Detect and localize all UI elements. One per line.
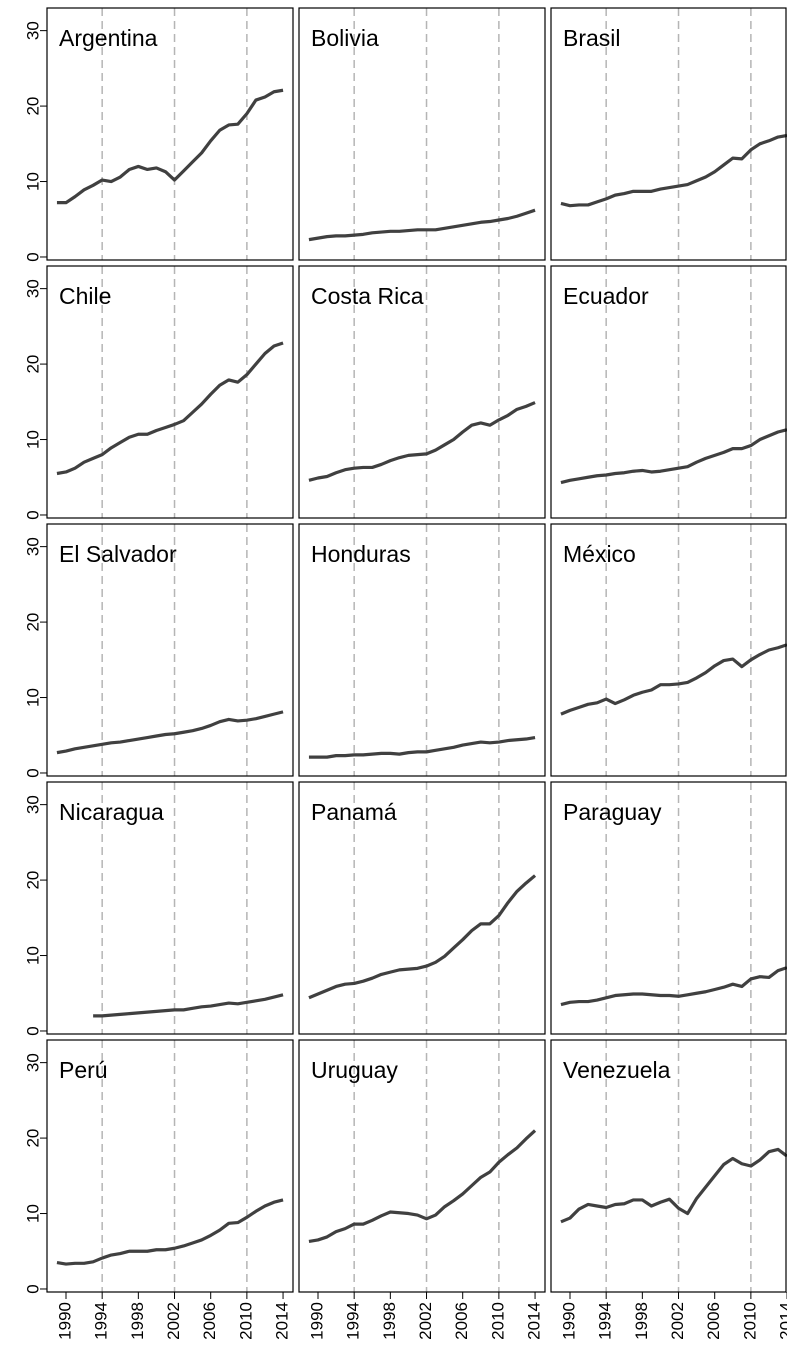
panel-title: Ecuador (563, 283, 649, 309)
x-tick-label: 2014 (273, 1302, 292, 1340)
panel-frame (298, 265, 546, 519)
data-line (560, 133, 787, 208)
y-tick-label: 20 (23, 355, 42, 374)
panel-title: Honduras (311, 541, 411, 567)
panel-frame (46, 7, 294, 261)
y-tick-label: 0 (23, 252, 42, 261)
panel-frame (46, 781, 294, 1035)
x-tick-label: 1994 (596, 1302, 615, 1340)
data-line (56, 341, 284, 476)
data-line (56, 88, 284, 205)
panel-frame (298, 781, 546, 1035)
y-tick-label: 30 (23, 279, 42, 298)
panel-frame (298, 1039, 546, 1293)
panel-frame (46, 265, 294, 519)
panel-title: Perú (59, 1057, 108, 1083)
panel-frame (298, 523, 546, 777)
x-tick-label: 1998 (128, 1302, 147, 1340)
panel-frame (550, 1039, 787, 1293)
x-tick-label: 2006 (452, 1302, 471, 1340)
panel-frame (46, 523, 294, 777)
y-tick-label: 20 (23, 97, 42, 116)
y-tick-label: 30 (23, 1053, 42, 1072)
x-tick-label: 1990 (55, 1302, 74, 1340)
panel-title: Venezuela (563, 1057, 671, 1083)
data-line (560, 1147, 787, 1224)
x-tick-label: 1998 (380, 1302, 399, 1340)
y-tick-label: 10 (23, 946, 42, 965)
data-line (308, 1129, 537, 1244)
data-line (560, 966, 787, 1007)
data-line (56, 1198, 284, 1266)
x-tick-label: 2002 (416, 1302, 435, 1340)
x-tick-label: 2014 (525, 1302, 544, 1340)
x-tick-label: 1990 (559, 1302, 578, 1340)
x-tick-label: 2002 (164, 1302, 183, 1340)
y-tick-label: 0 (23, 1026, 42, 1035)
panel-frame (550, 781, 787, 1035)
x-tick-label: 1994 (92, 1302, 111, 1340)
panel-title: Argentina (59, 25, 158, 51)
y-tick-label: 0 (23, 510, 42, 519)
panel-title: Uruguay (311, 1057, 398, 1083)
x-tick-label: 1994 (344, 1302, 363, 1340)
data-line (308, 874, 537, 1000)
panel-frame (550, 523, 787, 777)
panel-frame (550, 265, 787, 519)
panel-title: Bolivia (311, 25, 379, 51)
x-tick-label: 2002 (668, 1302, 687, 1340)
data-line (56, 710, 284, 755)
panel-title: Costa Rica (311, 283, 424, 309)
panel-title: El Salvador (59, 541, 177, 567)
x-tick-label: 2006 (704, 1302, 723, 1340)
y-tick-label: 10 (23, 1204, 42, 1223)
y-tick-label: 20 (23, 613, 42, 632)
x-tick-label: 2010 (740, 1302, 759, 1340)
panel-frame (298, 7, 546, 261)
panel-title: Chile (59, 283, 111, 309)
y-tick-label: 30 (23, 21, 42, 40)
x-tick-label: 2006 (200, 1302, 219, 1340)
panel-frame (550, 7, 787, 261)
panel-title: Paraguay (563, 799, 662, 825)
data-line (308, 735, 536, 759)
data-line (560, 643, 787, 716)
panel-title: Panamá (311, 799, 397, 825)
x-tick-label: 1990 (307, 1302, 326, 1340)
panel-title: Nicaragua (59, 799, 164, 825)
y-tick-label: 30 (23, 537, 42, 556)
y-tick-label: 10 (23, 430, 42, 449)
y-tick-label: 20 (23, 871, 42, 890)
x-tick-label: 1998 (632, 1302, 651, 1340)
panel-frame (46, 1039, 294, 1293)
panel-title: Brasil (563, 25, 621, 51)
x-tick-label: 2014 (777, 1302, 787, 1340)
data-line (560, 428, 787, 485)
data-line (308, 401, 536, 482)
x-tick-label: 2010 (236, 1302, 255, 1340)
y-tick-label: 0 (23, 768, 42, 777)
y-tick-label: 20 (23, 1129, 42, 1148)
y-tick-label: 10 (23, 688, 42, 707)
y-tick-label: 30 (23, 795, 42, 814)
y-tick-label: 10 (23, 172, 42, 191)
x-tick-label: 2010 (488, 1302, 507, 1340)
data-line (93, 993, 284, 1018)
panel-title: México (563, 541, 636, 567)
y-tick-label: 0 (23, 1284, 42, 1293)
data-line (308, 208, 536, 242)
